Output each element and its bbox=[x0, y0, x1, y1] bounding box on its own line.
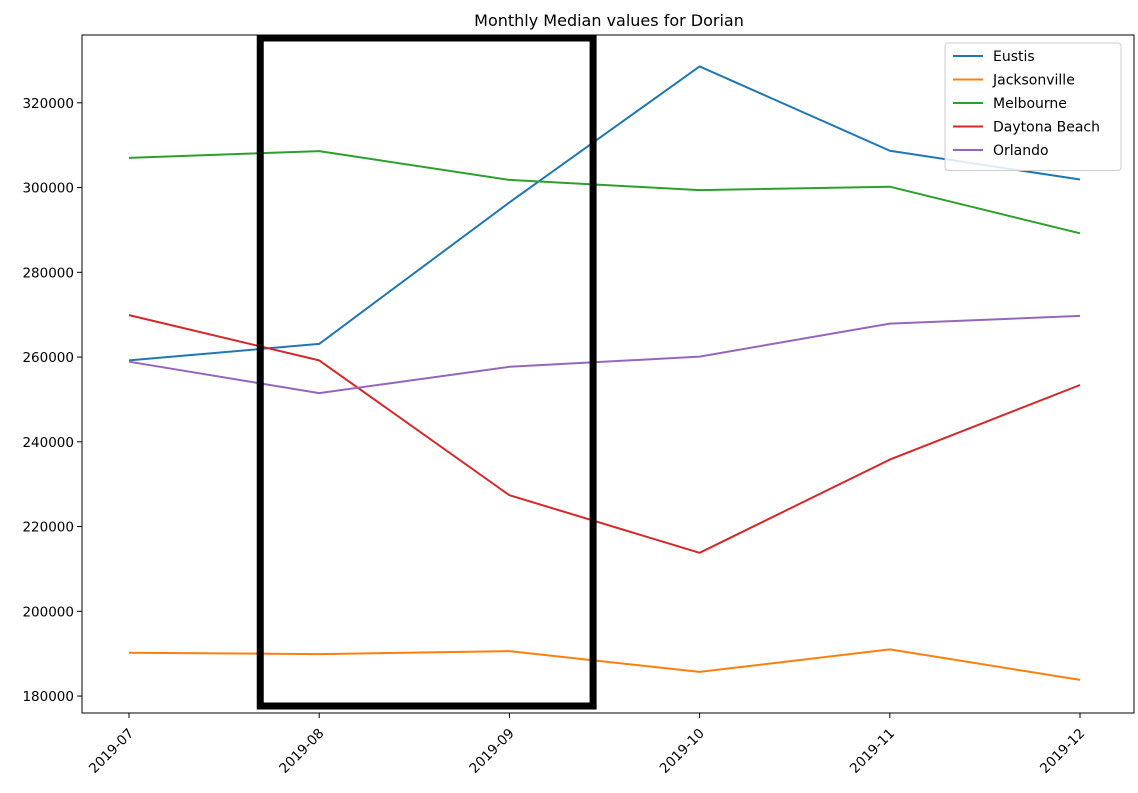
x-tick-label: 2019-12 bbox=[1037, 726, 1088, 777]
x-tick-label: 2019-10 bbox=[657, 726, 708, 777]
x-tick-label: 2019-09 bbox=[466, 726, 517, 777]
x-axis: 2019-07 2019-08 2019-09 2019-10 2019-11 2019-… bbox=[86, 713, 1088, 777]
series-line-melbourne bbox=[128, 150, 1081, 235]
y-tick-label: 240000 bbox=[22, 435, 74, 451]
y-tick-label: 320000 bbox=[22, 96, 74, 112]
legend-label: Melbourne bbox=[993, 96, 1067, 112]
annotations bbox=[256, 34, 597, 710]
y-tick-label: 200000 bbox=[22, 604, 74, 620]
legend-box bbox=[944, 42, 1122, 171]
legend: Eustis Jacksonville Melbourne Daytona Beach… bbox=[944, 42, 1122, 171]
y-tick-label: 220000 bbox=[22, 520, 74, 536]
chart-title: Monthly Median values for Dorian bbox=[474, 11, 744, 30]
plot-area-frame bbox=[81, 34, 1135, 714]
series-line-jacksonville bbox=[128, 648, 1081, 681]
legend-label: Jacksonville bbox=[992, 73, 1075, 89]
series-line-orlando bbox=[128, 314, 1081, 395]
series-line-eustis bbox=[128, 65, 1081, 362]
highlight-box bbox=[256, 34, 597, 710]
x-tick-label: 2019-08 bbox=[276, 726, 327, 777]
x-tick-label: 2019-11 bbox=[847, 726, 898, 777]
x-tick-label: 2019-07 bbox=[86, 726, 137, 777]
y-tick-label: 280000 bbox=[22, 265, 74, 281]
series-lines bbox=[128, 65, 1081, 681]
y-tick-label: 300000 bbox=[22, 181, 74, 197]
y-tick-label: 260000 bbox=[22, 350, 74, 366]
legend-label: Daytona Beach bbox=[993, 120, 1100, 136]
y-tick-label: 180000 bbox=[22, 689, 74, 705]
y-axis: 180000 200000 220000 240000 260000 280000 3000… bbox=[22, 96, 82, 705]
series-line-daytona-beach bbox=[128, 314, 1081, 554]
legend-label: Eustis bbox=[993, 49, 1035, 65]
legend-label: Orlando bbox=[993, 143, 1049, 159]
